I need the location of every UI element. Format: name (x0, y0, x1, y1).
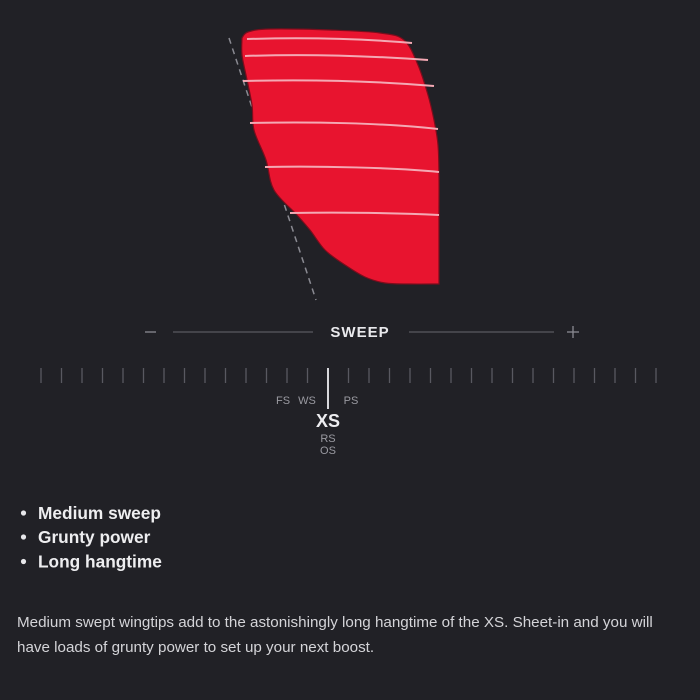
svg-text:RS: RS (320, 433, 335, 445)
svg-text:XS: XS (316, 411, 340, 431)
svg-text:have loads of grunty power to: have loads of grunty power to set up you… (17, 639, 374, 656)
svg-text:FS: FS (276, 395, 290, 407)
svg-text:SWEEP: SWEEP (330, 324, 389, 341)
svg-text:PS: PS (344, 395, 359, 407)
svg-text:Long hangtime: Long hangtime (38, 552, 162, 572)
svg-text:WS: WS (298, 395, 316, 407)
svg-text:Medium swept wingtips add to t: Medium swept wingtips add to the astonis… (17, 614, 653, 631)
svg-text:OS: OS (320, 445, 336, 457)
svg-text:Grunty power: Grunty power (38, 527, 151, 547)
svg-text:Medium sweep: Medium sweep (38, 503, 161, 523)
